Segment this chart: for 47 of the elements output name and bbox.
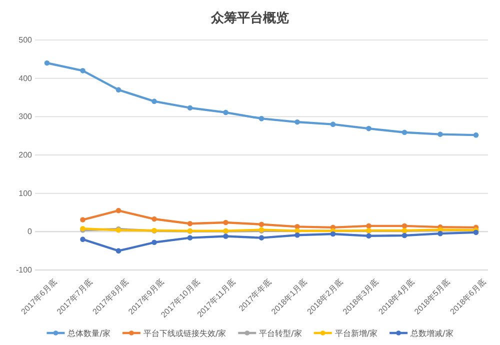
point: [116, 87, 122, 92]
legend-label: 总数增减/家: [410, 329, 454, 338]
y-tick-label: 500: [18, 36, 33, 45]
point: [80, 68, 86, 74]
legend-label: 平台新增/家: [334, 329, 378, 338]
point: [473, 132, 479, 138]
point: [473, 230, 479, 236]
point: [152, 240, 157, 246]
point: [116, 248, 122, 254]
point: [223, 234, 228, 239]
point: [402, 223, 408, 229]
point: [330, 122, 336, 127]
point: [438, 230, 443, 236]
point: [438, 132, 443, 137]
point: [402, 130, 408, 136]
point: [80, 217, 86, 222]
point: [80, 236, 86, 242]
y-tick-label: 0: [28, 227, 33, 236]
point: [223, 220, 228, 226]
chart-title: 众筹平台概览: [210, 10, 289, 26]
point: [294, 224, 300, 230]
point: [366, 233, 372, 239]
point: [330, 231, 336, 237]
y-tick-label: 400: [18, 74, 33, 83]
point: [294, 232, 300, 238]
y-tick-label: 100: [18, 188, 33, 198]
point: [152, 98, 157, 104]
y-tick-label: -100: [16, 266, 33, 275]
point: [258, 235, 264, 240]
point: [258, 116, 264, 122]
point: [223, 110, 228, 116]
y-tick-label: 200: [18, 150, 33, 160]
point: [116, 208, 122, 214]
legend-label: 平台转型/家: [259, 329, 302, 338]
legend-label: 平台下线或链接失效/家: [143, 329, 226, 338]
point: [402, 232, 408, 238]
y-tick-label: 300: [18, 112, 33, 122]
point: [152, 216, 157, 222]
point: [187, 235, 193, 240]
point: [366, 223, 372, 229]
point: [294, 119, 300, 125]
point: [187, 105, 193, 110]
point: [187, 220, 193, 226]
point: [44, 60, 50, 66]
legend-label: 总体数量/家: [66, 329, 110, 338]
point: [258, 222, 264, 228]
point: [366, 126, 372, 132]
